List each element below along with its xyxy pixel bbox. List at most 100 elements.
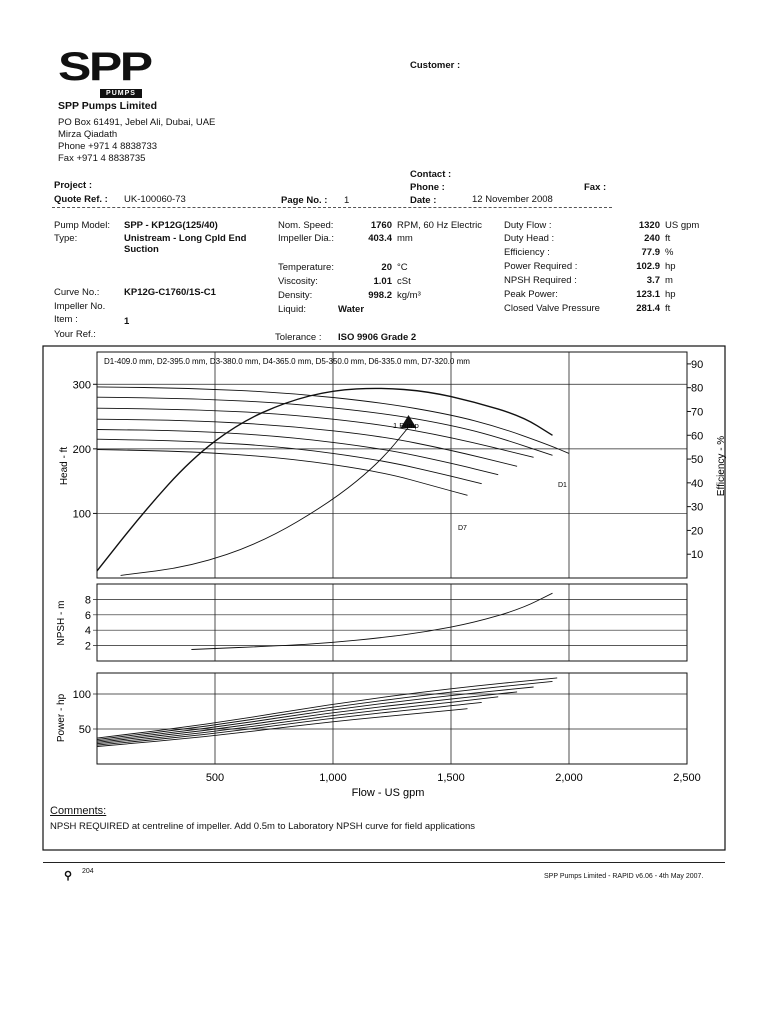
efficiency-tick-label: 70 [691, 406, 703, 418]
duty-unit-npsh: m [665, 275, 673, 286]
x-tick-label: 1,000 [319, 772, 347, 784]
head-plot-frame [96, 351, 688, 579]
head-curve-d5 [96, 429, 499, 476]
duty-unit-efficiency: % [665, 247, 674, 258]
page-value: 1 [344, 195, 350, 206]
efficiency-tick-label: 60 [691, 430, 703, 442]
type-value-2: Suction [124, 244, 159, 255]
head-curve-d4 [96, 418, 518, 467]
footer-divider [43, 862, 725, 863]
duty-label-npsh: NPSH Required : [504, 275, 577, 286]
op-value-temperature: 20 [381, 262, 392, 273]
duty-value-flow: 1320 [638, 220, 660, 231]
quote-label: Quote Ref. : [54, 194, 108, 205]
x-tick-label: 500 [206, 772, 224, 784]
d7-label: D7 [458, 525, 467, 532]
duty-label-efficiency: Efficiency : [504, 247, 550, 258]
search-icon: ⚲ [64, 870, 73, 882]
impeller-label: Impeller No. [54, 301, 106, 312]
pump-model-label: Pump Model: [54, 220, 110, 231]
duty-value-power: 102.9 [636, 261, 660, 272]
date-label: Date : [410, 195, 437, 206]
pump-model-value: SPP - KP12G(125/40) [124, 220, 218, 231]
power-curve-d4 [96, 691, 518, 743]
head-tick-label: 200 [73, 444, 91, 456]
head-curve-d2 [96, 396, 553, 456]
duty-unit-power: hp [665, 261, 676, 272]
op-value-liquid: Water [338, 304, 365, 315]
op-unit-speed: RPM, 60 Hz Electric [397, 220, 482, 231]
x-axis-title: Flow - US gpm [352, 787, 425, 799]
efficiency-tick-label: 50 [691, 454, 703, 466]
phone-label: Phone : [410, 182, 445, 193]
pump-label: 1 Pump [393, 421, 419, 430]
duty-value-peak: 123.1 [636, 289, 660, 300]
logo-subtitle: PUMPS [100, 89, 142, 98]
chart-grid [93, 352, 691, 764]
power-curve-d1 [96, 677, 558, 739]
efficiency-curve [96, 387, 553, 572]
op-label-temperature: Temperature: [278, 262, 334, 273]
duty-label-power: Power Required : [504, 261, 578, 272]
address-line-2: Mirza Qiadath [58, 129, 118, 140]
x-tick-label: 2,500 [673, 772, 701, 784]
npsh-tick-label: 4 [85, 625, 91, 637]
duty-point-marker [400, 415, 417, 429]
head-axis-title: Head - ft [59, 447, 70, 486]
efficiency-tick-label: 90 [691, 359, 703, 371]
duty-value-closed-valve: 281.4 [636, 303, 660, 314]
op-unit-viscosity: cSt [397, 276, 411, 287]
duty-unit-peak: hp [665, 289, 676, 300]
npsh-plot-frame [96, 583, 688, 662]
duty-value-head: 240 [644, 233, 660, 244]
system-curve [120, 424, 412, 576]
head-curve-d3 [96, 407, 534, 458]
op-value-speed: 1760 [370, 220, 392, 231]
address-fax: Fax +971 4 8838735 [58, 153, 146, 164]
duty-label-head: Duty Head : [504, 233, 555, 244]
duty-value-npsh: 3.7 [646, 275, 660, 286]
head-tick-label: 100 [73, 508, 91, 520]
contact-label: Contact : [410, 169, 452, 180]
efficiency-tick-label: 30 [691, 502, 703, 514]
tolerance-value: ISO 9906 Grade 2 [338, 332, 417, 343]
npsh-tick-label: 6 [85, 610, 91, 622]
duty-label-closed-valve: Closed Valve Pressure [504, 303, 600, 314]
address-phone: Phone +971 4 8838733 [58, 141, 158, 152]
chart-outer-frame [42, 345, 726, 851]
op-unit-density: kg/m³ [397, 290, 421, 301]
npsh-curve [191, 592, 553, 650]
x-tick-label: 1,500 [437, 772, 465, 784]
diameters-label: D1-409.0 mm, D2-395.0 mm, D3-380.0 mm, D… [104, 357, 470, 366]
duty-unit-closed-valve: ft [665, 303, 671, 314]
date-value: 12 November 2008 [472, 194, 553, 205]
x-tick-label: 2,000 [555, 772, 583, 784]
efficiency-tick-label: 10 [691, 549, 703, 561]
op-value-impeller: 403.4 [368, 233, 392, 244]
power-tick-label: 100 [73, 689, 91, 701]
address-line-1: PO Box 61491, Jebel Ali, Dubai, UAE [58, 117, 216, 128]
company-logo: SPP PUMPS [58, 45, 153, 101]
power-curve-d5 [96, 696, 499, 745]
head-curve-d1 [96, 386, 570, 454]
fax-label: Fax : [584, 182, 607, 193]
op-value-viscosity: 1.01 [373, 276, 393, 287]
op-label-impeller: Impeller Dia.: [278, 233, 334, 244]
comments-heading: Comments: [50, 805, 107, 817]
page-label: Page No. : [281, 195, 328, 206]
power-curve-d6 [96, 701, 482, 746]
op-unit-impeller: mm [397, 233, 413, 244]
power-curve-d3 [96, 686, 534, 742]
efficiency-tick-label: 40 [691, 478, 703, 490]
quote-value: UK-100060-73 [124, 194, 186, 205]
op-label-speed: Nom. Speed: [278, 220, 334, 231]
power-axis-title: Power - hp [56, 693, 67, 742]
op-value-density: 998.2 [368, 290, 392, 301]
company-name: SPP Pumps Limited [58, 100, 157, 112]
head-tick-label: 300 [73, 379, 91, 391]
item-value: 1 [124, 316, 130, 327]
power-plot-frame [96, 672, 688, 765]
op-unit-temperature: °C [397, 262, 408, 273]
chart-labels: 500 1,000 1,500 2,000 2,500 100 200 300 10 20 30 40… [73, 359, 704, 784]
